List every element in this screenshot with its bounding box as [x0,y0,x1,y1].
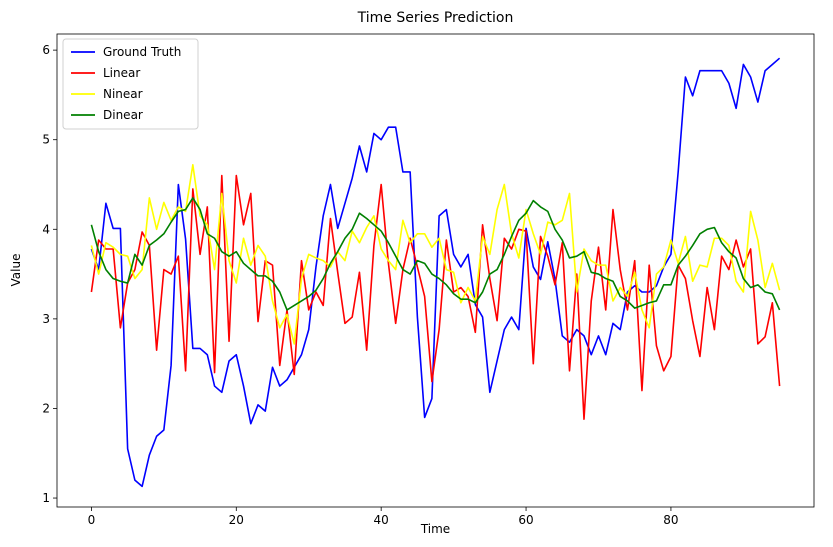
x-tick-label: 0 [88,513,96,527]
x-tick-label: 40 [374,513,389,527]
x-axis-title: Time [420,522,450,536]
legend-label-ninear: Ninear [103,87,143,101]
y-axis-title: Value [9,254,23,287]
legend-label-dinear: Dinear [103,108,143,122]
legend: Ground Truth Linear Ninear Dinear [62,38,199,130]
y-tick-label: 3 [42,312,50,326]
y-tick-label: 5 [42,133,50,147]
axes: 0 20 40 60 80 1 2 3 4 5 6 [42,33,815,527]
plot-area [90,57,781,488]
series-line-ninear [90,163,781,345]
x-tick-label: 80 [663,513,678,527]
x-tick-label: 20 [229,513,244,527]
series-line-dinear [90,197,781,311]
y-tick-label: 1 [42,491,50,505]
series-line-linear [90,174,781,421]
y-tick-label: 4 [42,222,50,236]
x-tick-label: 60 [518,513,533,527]
y-tick-label: 2 [42,401,50,415]
legend-label-ground-truth: Ground Truth [103,45,181,59]
plot-frame [56,33,815,508]
legend-label-linear: Linear [103,66,140,80]
chart-title: Time Series Prediction [357,10,514,26]
legend-box [62,38,199,130]
y-tick-label: 6 [42,43,50,57]
